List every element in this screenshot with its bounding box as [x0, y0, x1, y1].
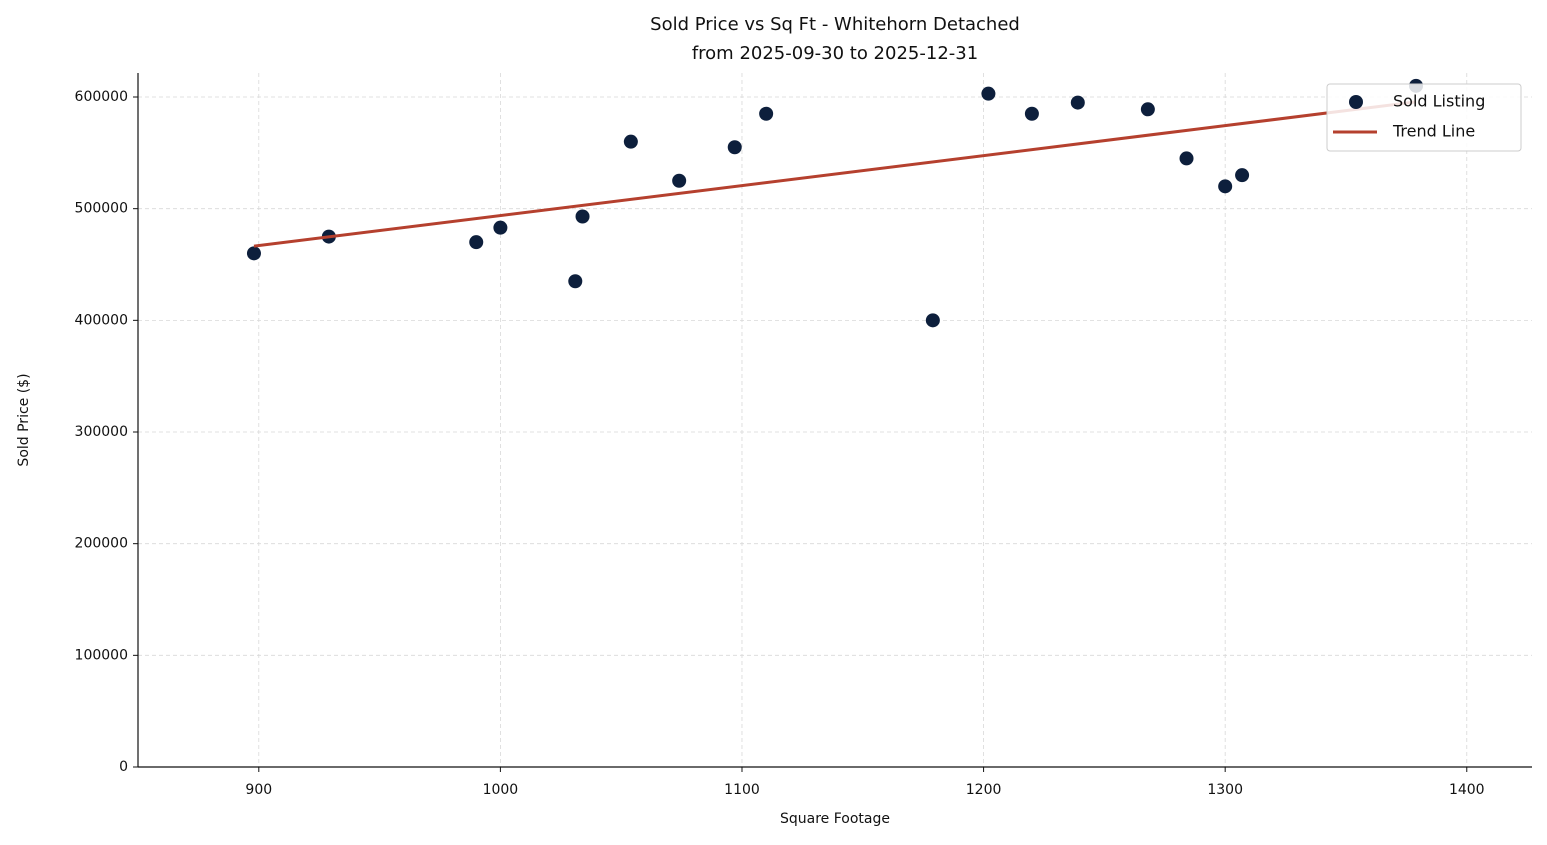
- legend-swatch: [1349, 95, 1363, 109]
- y-tick-label: 300000: [75, 424, 128, 440]
- point: [1218, 179, 1233, 194]
- point: [493, 220, 508, 235]
- chart-title: Sold Price vs Sq Ft - Whitehorn Detached: [650, 14, 1020, 35]
- point: [1140, 102, 1155, 117]
- point: [1179, 151, 1194, 166]
- y-tick-label: 600000: [75, 89, 128, 105]
- y-tick-label: 500000: [75, 201, 128, 217]
- x-tick-label: 1000: [483, 782, 519, 798]
- x-tick-label: 1300: [1207, 782, 1243, 798]
- point: [469, 235, 484, 250]
- legend-label: Sold Listing: [1393, 92, 1485, 111]
- point: [925, 313, 940, 328]
- x-tick-label: 1400: [1449, 782, 1485, 798]
- y-tick-label: 200000: [75, 536, 128, 552]
- y-tick-label: 400000: [75, 312, 128, 328]
- x-tick-label: 1100: [724, 782, 760, 798]
- point: [727, 140, 742, 155]
- x-tick-label: 900: [245, 782, 272, 798]
- x-tick-label: 1200: [966, 782, 1002, 798]
- point: [246, 246, 261, 261]
- point: [623, 134, 638, 149]
- trend-line: [253, 100, 1417, 248]
- point: [568, 274, 583, 289]
- point: [575, 209, 590, 224]
- legend-box: [1326, 83, 1522, 152]
- point: [1070, 95, 1085, 110]
- point: [759, 106, 774, 121]
- y-tick-label: 0: [119, 759, 128, 775]
- point: [672, 173, 687, 188]
- x-axis-label: Square Footage: [780, 811, 890, 827]
- legend: Sold Listing Trend Line: [1326, 83, 1522, 152]
- y-tick-label: 100000: [75, 647, 128, 663]
- chart-subtitle: from 2025-09-30 to 2025-12-31: [692, 43, 978, 64]
- legend-label: Trend Line: [1392, 122, 1475, 141]
- point: [1235, 168, 1250, 183]
- y-axis-label: Sold Price ($): [16, 373, 32, 466]
- point: [981, 86, 996, 101]
- point: [1024, 106, 1039, 121]
